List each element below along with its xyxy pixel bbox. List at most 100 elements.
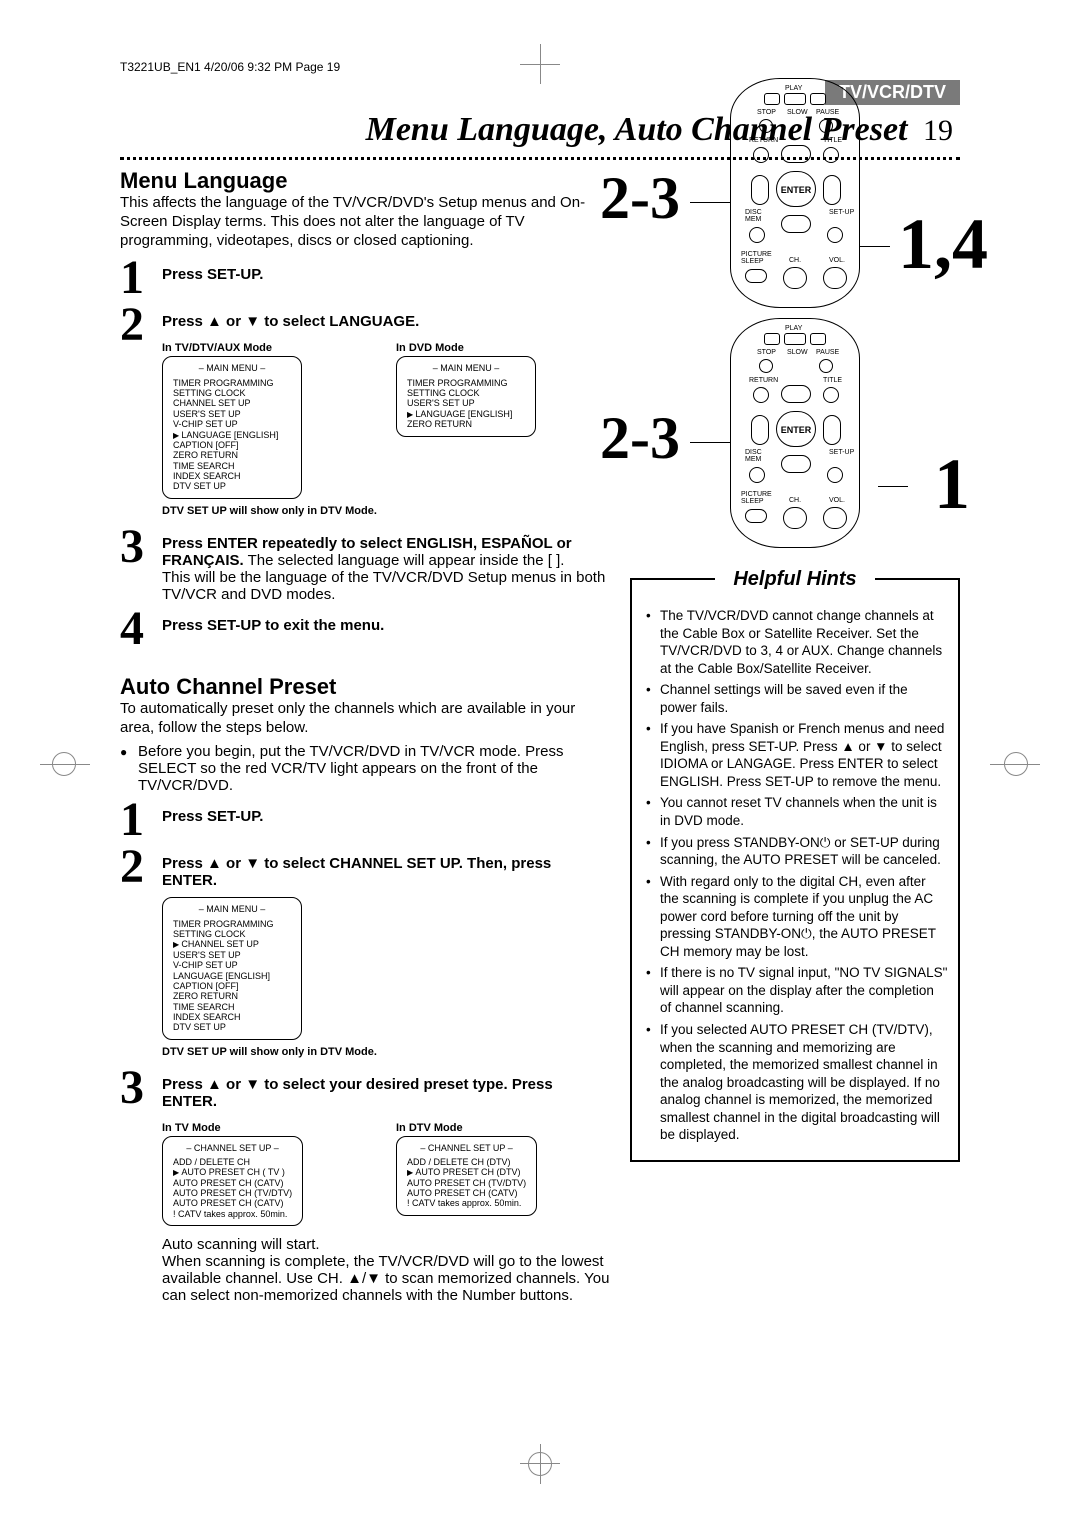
hint-item: The TV/VCR/DVD cannot change channels at… <box>646 607 948 677</box>
hint-item: If you have Spanish or French menus and … <box>646 720 948 790</box>
menu-box-title: – MAIN MENU – <box>173 363 291 373</box>
hint-item: If you press STANDBY-ON⏻ or SET-UP durin… <box>646 834 948 869</box>
menu-item: ADD / DELETE CH (DTV) <box>407 1157 526 1167</box>
hint-item: With regard only to the digital CH, even… <box>646 873 948 961</box>
step-number: 3 <box>120 1066 162 1109</box>
label-pause: PAUSE <box>816 109 839 116</box>
label-slow: SLOW <box>787 349 808 356</box>
menu-item: TIMER PROGRAMMING <box>173 378 291 388</box>
menu-item: CAPTION [OFF] <box>173 440 291 450</box>
dpad-left <box>751 415 769 445</box>
menu-box-title: – CHANNEL SET UP – <box>407 1143 526 1153</box>
menu-item: DTV SET UP <box>173 481 291 491</box>
ffwd-icon <box>810 333 826 345</box>
menu-item: AUTO PRESET CH (CATV) <box>173 1178 292 1188</box>
step-body: Press ENTER repeatedly to select ENGLISH… <box>162 525 610 603</box>
callout-step-1: 1 <box>934 448 970 520</box>
menu-item: INDEX SEARCH <box>173 1012 291 1022</box>
label-disc: DISC MEM <box>745 209 762 223</box>
menu-item: TIMER PROGRAMMING <box>173 919 291 929</box>
label-slow: SLOW <box>787 109 808 116</box>
label-disc: DISC MEM <box>745 449 762 463</box>
menu-item: CHANNEL SET UP <box>173 939 291 949</box>
dpad-up <box>781 385 811 403</box>
step: 1Press SET-UP. <box>120 798 610 841</box>
label-picture: PICTURE SLEEP <box>741 491 772 505</box>
crop-mark <box>528 1452 552 1476</box>
enter-button: ENTER <box>776 171 816 207</box>
step-note: DTV SET UP will show only in DTV Mode. <box>162 1046 610 1058</box>
enter-button: ENTER <box>776 411 816 447</box>
menu-item: LANGUAGE [ENGLISH] <box>173 971 291 981</box>
crop-mark <box>1004 752 1028 776</box>
stop-icon <box>759 359 773 373</box>
label-picture: PICTURE SLEEP <box>741 251 772 265</box>
label-stop: STOP <box>757 109 776 116</box>
bullet-pre-step: Before you begin, put the TV/VCR/DVD in … <box>120 743 610 794</box>
header-line: T3221UB_EN1 4/20/06 9:32 PM Page 19 <box>120 60 340 74</box>
menu-item: AUTO PRESET CH (CATV) <box>173 1198 292 1208</box>
setup-button <box>827 467 843 483</box>
hint-item: Channel settings will be saved even if t… <box>646 681 948 716</box>
step-main: Press SET-UP. <box>162 266 263 283</box>
step-tail-text: Auto scanning will start. When scanning … <box>162 1236 610 1304</box>
step: 4Press SET-UP to exit the menu. <box>120 607 610 650</box>
dpad-down <box>781 215 811 233</box>
mode-row: In TV Mode – CHANNEL SET UP – ADD / DELETE… <box>162 1116 610 1226</box>
hints-title: Helpful Hints <box>715 564 875 597</box>
return-button <box>753 387 769 403</box>
return-button <box>753 147 769 163</box>
menu-item: TIME SEARCH <box>173 461 291 471</box>
setup-button <box>827 227 843 243</box>
menu-item: INDEX SEARCH <box>173 471 291 481</box>
picture-button <box>745 509 767 523</box>
ffwd-icon <box>810 93 826 105</box>
menu-item: SETTING CLOCK <box>407 388 525 398</box>
play-icon <box>784 93 806 105</box>
step-body: Press SET-UP. <box>162 798 610 825</box>
menu-item: CAPTION [OFF] <box>173 981 291 991</box>
menu-item: USER'S SET UP <box>407 398 525 408</box>
menu-item: LANGUAGE [ENGLISH] <box>173 430 291 440</box>
label-vol: VOL. <box>829 497 845 504</box>
mode-row: In TV/DTV/AUX Mode – MAIN MENU – TIMER PRO… <box>162 336 610 498</box>
intro-menu-language: This affects the language of the TV/VCR/… <box>120 194 610 250</box>
remote-diagram-1: PLAY STOP SLOW PAUSE RETURN TITLE <box>730 78 860 308</box>
menu-item: LANGUAGE [ENGLISH] <box>407 409 525 419</box>
menu-item: AUTO PRESET CH (TV/DTV) <box>407 1178 526 1188</box>
rewind-icon <box>764 333 780 345</box>
intro-auto-channel: To automatically preset only the channel… <box>120 700 610 738</box>
menu-box: – MAIN MENU – TIMER PROGRAMMINGSETTING CL… <box>162 356 302 498</box>
label-title: TITLE <box>823 137 842 144</box>
hint-item: You cannot reset TV channels when the un… <box>646 794 948 829</box>
label-return: RETURN <box>749 137 778 144</box>
label-play: PLAY <box>785 325 802 332</box>
menu-item: SETTING CLOCK <box>173 388 291 398</box>
disc-button <box>749 467 765 483</box>
label-setup: SET-UP <box>829 209 854 216</box>
label-title: TITLE <box>823 377 842 384</box>
menu-box-title: – MAIN MENU – <box>173 904 291 914</box>
dpad-right <box>823 175 841 205</box>
step-body: Press SET-UP. <box>162 256 610 283</box>
label-stop: STOP <box>757 349 776 356</box>
hint-item: If there is no TV signal input, "NO TV S… <box>646 964 948 1017</box>
crop-mark <box>52 752 76 776</box>
callout-line <box>878 486 908 487</box>
label-play: PLAY <box>785 85 802 92</box>
menu-item: V-CHIP SET UP <box>173 419 291 429</box>
menu-item: DTV SET UP <box>173 1022 291 1032</box>
menu-item: TIME SEARCH <box>173 1002 291 1012</box>
mode-label: In TV/DTV/AUX Mode <box>162 342 376 354</box>
menu-box-title: – MAIN MENU – <box>407 363 525 373</box>
play-icon <box>784 333 806 345</box>
mode-label: In TV Mode <box>162 1122 376 1134</box>
label-return: RETURN <box>749 377 778 384</box>
step-body: Press ▲ or ▼ to select your desired pres… <box>162 1066 610 1304</box>
menu-item: ! CATV takes approx. 50min. <box>173 1209 292 1219</box>
label-pause: PAUSE <box>816 349 839 356</box>
menu-item: V-CHIP SET UP <box>173 960 291 970</box>
menu-box: – MAIN MENU –TIMER PROGRAMMINGSETTING CL… <box>396 356 536 436</box>
menu-item: SETTING CLOCK <box>173 929 291 939</box>
menu-item: AUTO PRESET CH (CATV) <box>407 1188 526 1198</box>
